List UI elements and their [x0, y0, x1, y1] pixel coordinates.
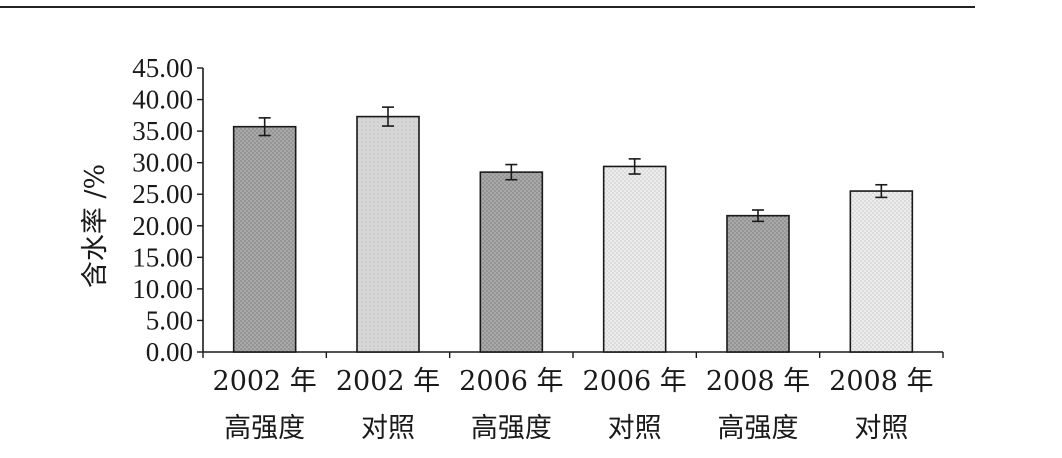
y-tick-label: 10.00 [132, 274, 193, 304]
x-category-label-group: 高强度 [718, 413, 799, 444]
x-category-label-group: 对照 [361, 413, 415, 444]
error-bar [258, 117, 271, 137]
bar [849, 190, 914, 353]
x-category-label-group: 高强度 [224, 413, 305, 444]
y-tick-label: 0.00 [146, 337, 193, 367]
error-bar [875, 183, 888, 199]
x-category-label-year: 2006 年 [459, 366, 563, 397]
error-bar [628, 158, 641, 175]
x-category-label-group: 对照 [608, 413, 662, 444]
bar [602, 165, 667, 353]
x-category-label-year: 2006 年 [583, 366, 687, 397]
x-category-label-year: 2002 年 [213, 366, 317, 397]
y-tick-label: 40.00 [132, 85, 193, 115]
x-category-label-year: 2002 年 [336, 366, 440, 397]
bar [726, 214, 790, 353]
y-tick-label: 30.00 [132, 148, 193, 178]
bar [232, 125, 297, 353]
y-tick-label: 20.00 [132, 211, 193, 241]
chart-bars [232, 115, 914, 353]
chart-error-bars [258, 106, 888, 223]
y-tick-labels: 0.005.0010.0015.0020.0025.0030.0035.0040… [132, 53, 193, 367]
bar [356, 115, 420, 353]
y-axis-title: 含水率 /% [80, 164, 111, 288]
x-category-label-group: 对照 [854, 413, 908, 444]
x-category-label-year: 2008 年 [829, 366, 933, 397]
x-category-label-group: 高强度 [471, 413, 552, 444]
error-bar [505, 163, 518, 181]
bar [479, 171, 544, 353]
x-category-label-year: 2008 年 [706, 366, 810, 397]
y-tick-label: 5.00 [146, 305, 193, 335]
y-tick-label: 45.00 [132, 53, 193, 83]
error-bar [382, 106, 394, 127]
y-tick-label: 25.00 [132, 179, 193, 209]
error-bar [752, 209, 764, 223]
y-tick-label: 35.00 [132, 116, 193, 146]
y-tick-label: 15.00 [132, 242, 193, 272]
chart-axes [197, 67, 944, 358]
top-rule [0, 6, 975, 8]
